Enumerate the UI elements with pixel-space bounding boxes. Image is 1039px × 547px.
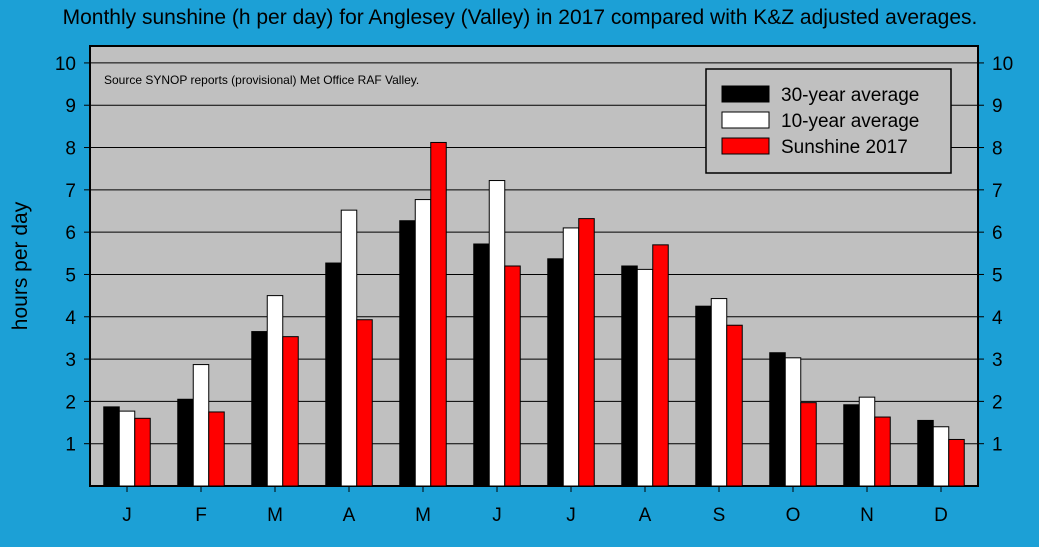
y-tick-label-left: 5	[65, 265, 76, 286]
y-axis-left: 1 2 3 4 5 6 7 8 9 10	[55, 54, 77, 456]
bar	[251, 331, 268, 487]
chart-title: Monthly sunshine (h per day) for Anglese…	[63, 6, 978, 29]
y-tick-label-right: 7	[992, 181, 1003, 202]
bar	[710, 298, 728, 487]
bars-layer	[103, 141, 965, 487]
bar	[504, 265, 521, 487]
bar	[266, 295, 284, 487]
x-tick-label: D	[934, 505, 948, 526]
bar	[726, 324, 743, 487]
legend-label: Sunshine 2017	[781, 137, 908, 158]
x-tick-label: M	[267, 505, 283, 526]
bar	[177, 398, 194, 487]
y-tick-label-left: 10	[55, 54, 76, 75]
y-tick-label-right: 9	[992, 96, 1003, 117]
y-tick-label-left: 1	[65, 435, 76, 456]
bar	[695, 305, 712, 487]
bar	[473, 243, 490, 487]
bar	[192, 364, 210, 487]
bar	[636, 268, 654, 487]
bar	[282, 336, 299, 487]
y-tick-label-left: 4	[65, 308, 76, 329]
x-tick-label: F	[195, 505, 207, 526]
bar	[340, 209, 358, 487]
y-tick-label-left: 9	[65, 96, 76, 117]
y-tick-label-left: 2	[65, 392, 76, 413]
x-tick-label: A	[639, 505, 652, 526]
bar	[843, 404, 860, 487]
legend-swatch	[721, 137, 770, 155]
y-tick-label-left: 3	[65, 350, 76, 371]
bar	[103, 406, 120, 487]
x-tick-label: S	[713, 505, 726, 526]
bar	[948, 438, 965, 487]
bar	[134, 417, 151, 487]
y-tick-label-right: 10	[992, 54, 1013, 75]
x-tick-label: N	[860, 505, 874, 526]
x-tick-label: M	[415, 505, 431, 526]
x-tick-label: J	[566, 505, 576, 526]
legend-swatch	[721, 111, 770, 129]
bar	[488, 180, 506, 487]
y-tick-label-left: 8	[65, 139, 76, 160]
bar	[917, 419, 934, 487]
bar	[578, 218, 595, 487]
y-tick-label-left: 7	[65, 181, 76, 202]
bar	[356, 319, 373, 487]
legend-items: 30-year average 10-year average Sunshine 2…	[721, 85, 919, 158]
y-axis-right: 1 2 3 4 5 6 7 8 9 10	[992, 54, 1013, 456]
bar	[414, 199, 432, 487]
y-axis-label: hours per day	[9, 201, 32, 330]
x-tick-label: J	[492, 505, 502, 526]
y-tick-label-left: 6	[65, 223, 76, 244]
chart-annotation: Source SYNOP reports (provisional) Met O…	[104, 73, 419, 87]
x-tick-label: O	[786, 505, 801, 526]
bar	[932, 426, 950, 487]
bar	[562, 227, 580, 487]
bar	[325, 262, 342, 487]
bar	[800, 402, 817, 487]
y-tick-label-right: 5	[992, 265, 1003, 286]
y-tick-label-right: 4	[992, 308, 1003, 329]
bar	[208, 411, 225, 487]
y-tick-label-right: 6	[992, 223, 1003, 244]
legend-label: 10-year average	[781, 111, 919, 132]
y-tick-label-right: 3	[992, 350, 1003, 371]
bar	[621, 265, 638, 487]
bar	[874, 416, 891, 487]
bar	[399, 220, 416, 487]
bar	[652, 244, 669, 487]
bar	[858, 396, 876, 487]
y-tick-label-right: 2	[992, 392, 1003, 413]
y-tick-label-right: 8	[992, 139, 1003, 160]
y-tick-label-right: 1	[992, 435, 1003, 456]
bar	[547, 258, 564, 487]
bar	[118, 410, 136, 487]
x-tick-label: J	[122, 505, 132, 526]
legend-swatch	[721, 85, 770, 103]
legend-label: 30-year average	[781, 85, 919, 106]
x-tick-label: A	[343, 505, 356, 526]
bar	[784, 357, 802, 487]
legend: 30-year average 10-year average Sunshine 2…	[705, 68, 952, 174]
bar	[769, 352, 786, 487]
bar	[430, 141, 447, 487]
